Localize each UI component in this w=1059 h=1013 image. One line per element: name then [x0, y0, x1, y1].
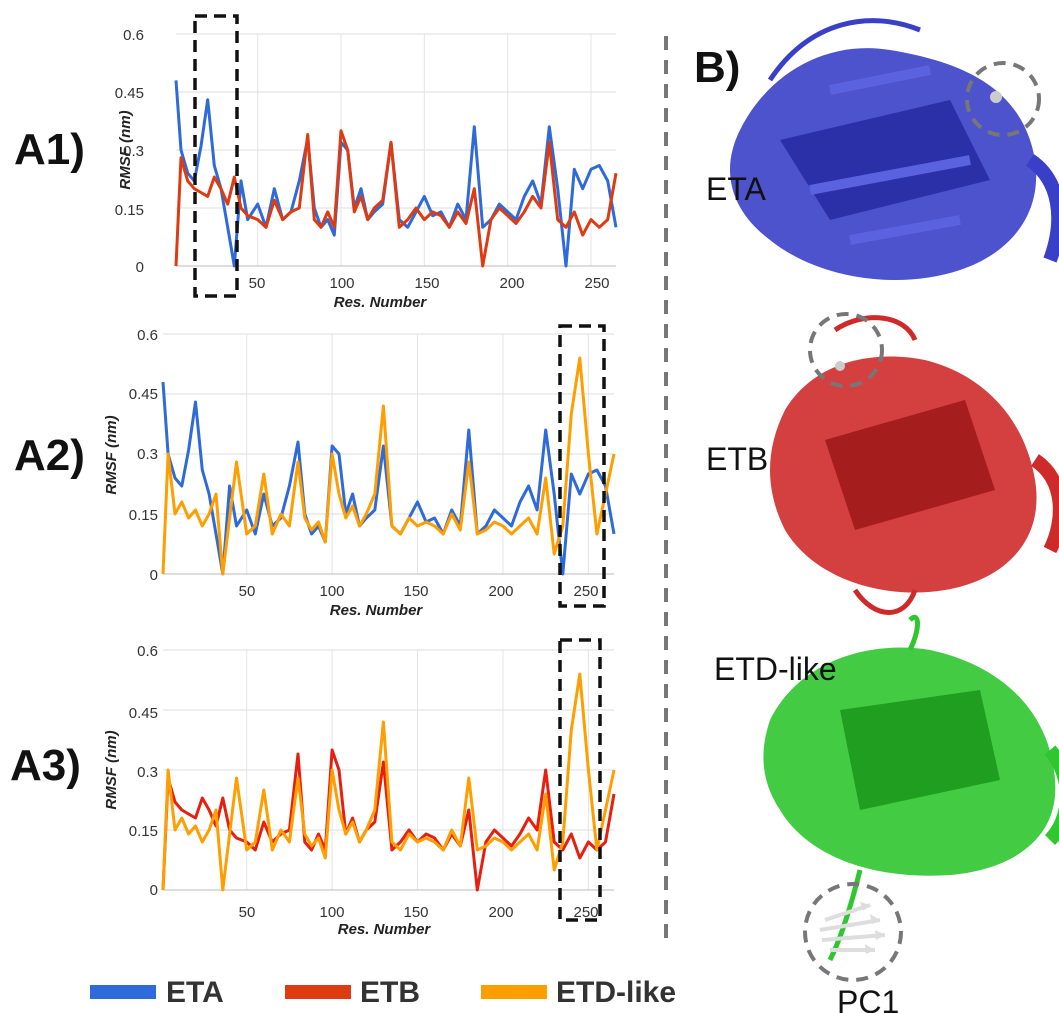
- series-line-eta: [174, 80, 618, 268]
- a2-xtick-100: 100: [319, 583, 344, 600]
- panel-label-a1: A1): [14, 125, 85, 174]
- chart-a2: 0.6 0.45 0.3 0.15 0 50 100 150 200 250 R…: [103, 324, 616, 619]
- a3-ytick-0.6: 0.6: [137, 643, 158, 660]
- series-line-eta: [161, 381, 616, 576]
- a2-xtick-250: 250: [573, 583, 598, 600]
- a2-ytick-0.15: 0.15: [129, 507, 158, 524]
- a3-xlabel: Res. Number: [338, 921, 432, 938]
- structure-etd: ETD-like PC1: [714, 615, 1059, 1013]
- chart-a3-series: [161, 672, 616, 892]
- protein-cartoon-eta: [730, 18, 1059, 280]
- legend: ETA ETB ETD-like: [90, 976, 676, 1009]
- a1-xtick-200: 200: [499, 275, 524, 292]
- a3-xtick-150: 150: [403, 904, 428, 921]
- a3-ytick-0: 0: [150, 882, 158, 899]
- eta-highlight-arrows: [990, 91, 1002, 103]
- a2-xtick-50: 50: [239, 583, 256, 600]
- a2-xlabel: Res. Number: [330, 602, 424, 619]
- panel-label-a2: A2): [14, 431, 85, 480]
- series-line-etb: [161, 748, 616, 892]
- chart-a2-series: [161, 356, 616, 576]
- a3-xtick-100: 100: [319, 904, 344, 921]
- a2-ytick-0.45: 0.45: [129, 386, 158, 403]
- legend-label-eta: ETA: [166, 976, 224, 1009]
- a2-xtick-150: 150: [403, 583, 428, 600]
- protein-cartoon-etd: [763, 615, 1059, 962]
- a1-ytick-0.3: 0.3: [123, 143, 144, 160]
- chart-a2-grid: [163, 333, 614, 575]
- legend-swatch-eta: [90, 985, 156, 999]
- a2-highlight-box: [558, 324, 606, 608]
- series-line-etb: [174, 129, 618, 268]
- a1-xtick-50: 50: [249, 275, 266, 292]
- a3-ytick-0.3: 0.3: [137, 764, 158, 781]
- a1-xtick-150: 150: [414, 275, 439, 292]
- protein-cartoon-etb: [770, 315, 1059, 615]
- a1-highlight-box: [193, 14, 239, 298]
- structure-label-etd: ETD-like: [714, 651, 837, 687]
- eta-highlight-circle: [965, 61, 1041, 137]
- panel-label-b: B): [694, 43, 740, 92]
- chart-a1: 0.6 0.45 0.3 0.15 0 50 100 150 200 250 R…: [115, 14, 618, 311]
- a3-xtick-200: 200: [488, 904, 513, 921]
- a2-xtick-200: 200: [488, 583, 513, 600]
- a3-xtick-250: 250: [573, 904, 598, 921]
- series-line-etd-like: [161, 356, 616, 576]
- a3-highlight-box: [558, 638, 602, 922]
- a1-xtick-250: 250: [584, 275, 609, 292]
- a1-xtick-100: 100: [329, 275, 354, 292]
- chart-a1-series: [174, 80, 618, 268]
- etb-highlight-arrows: [835, 361, 845, 371]
- a1-ytick-0.45: 0.45: [115, 85, 144, 102]
- a3-ytick-0.15: 0.15: [129, 823, 158, 840]
- pc1-highlight-circle: [803, 882, 903, 982]
- a1-ytick-0.6: 0.6: [123, 27, 144, 44]
- pc1-label: PC1: [837, 984, 899, 1013]
- legend-swatch-etb: [285, 985, 351, 999]
- a2-ytick-0.3: 0.3: [137, 446, 158, 463]
- a3-ytick-0.45: 0.45: [129, 705, 158, 722]
- structure-label-etb: ETB: [706, 441, 768, 477]
- a3-xtick-50: 50: [239, 904, 256, 921]
- etb-highlight-circle: [808, 312, 884, 388]
- chart-a3: 0.6 0.45 0.3 0.15 0 50 100 150 200 250 R…: [103, 638, 616, 938]
- legend-swatch-etd: [481, 985, 547, 999]
- legend-label-etd: ETD-like: [556, 976, 676, 1009]
- a2-ylabel: RMSF (nm): [103, 415, 120, 494]
- series-line-etd-like: [161, 672, 616, 892]
- legend-label-etb: ETB: [360, 976, 420, 1009]
- pc1-arrows: [819, 902, 886, 954]
- a1-ylabel: RMSF (nm): [117, 110, 134, 189]
- a2-ytick-0: 0: [150, 567, 158, 584]
- a2-ytick-0.6: 0.6: [137, 327, 158, 344]
- chart-a1-grid: [176, 33, 616, 267]
- a1-ytick-0.15: 0.15: [115, 202, 144, 219]
- structure-eta: ETA: [706, 18, 1059, 280]
- structure-etb: ETB: [706, 312, 1059, 615]
- a3-ylabel: RMSF (nm): [103, 730, 120, 809]
- a1-ytick-0: 0: [136, 259, 144, 276]
- panel-label-a3: A3): [10, 741, 81, 790]
- structure-label-eta: ETA: [706, 171, 767, 207]
- a1-xlabel: Res. Number: [334, 294, 428, 311]
